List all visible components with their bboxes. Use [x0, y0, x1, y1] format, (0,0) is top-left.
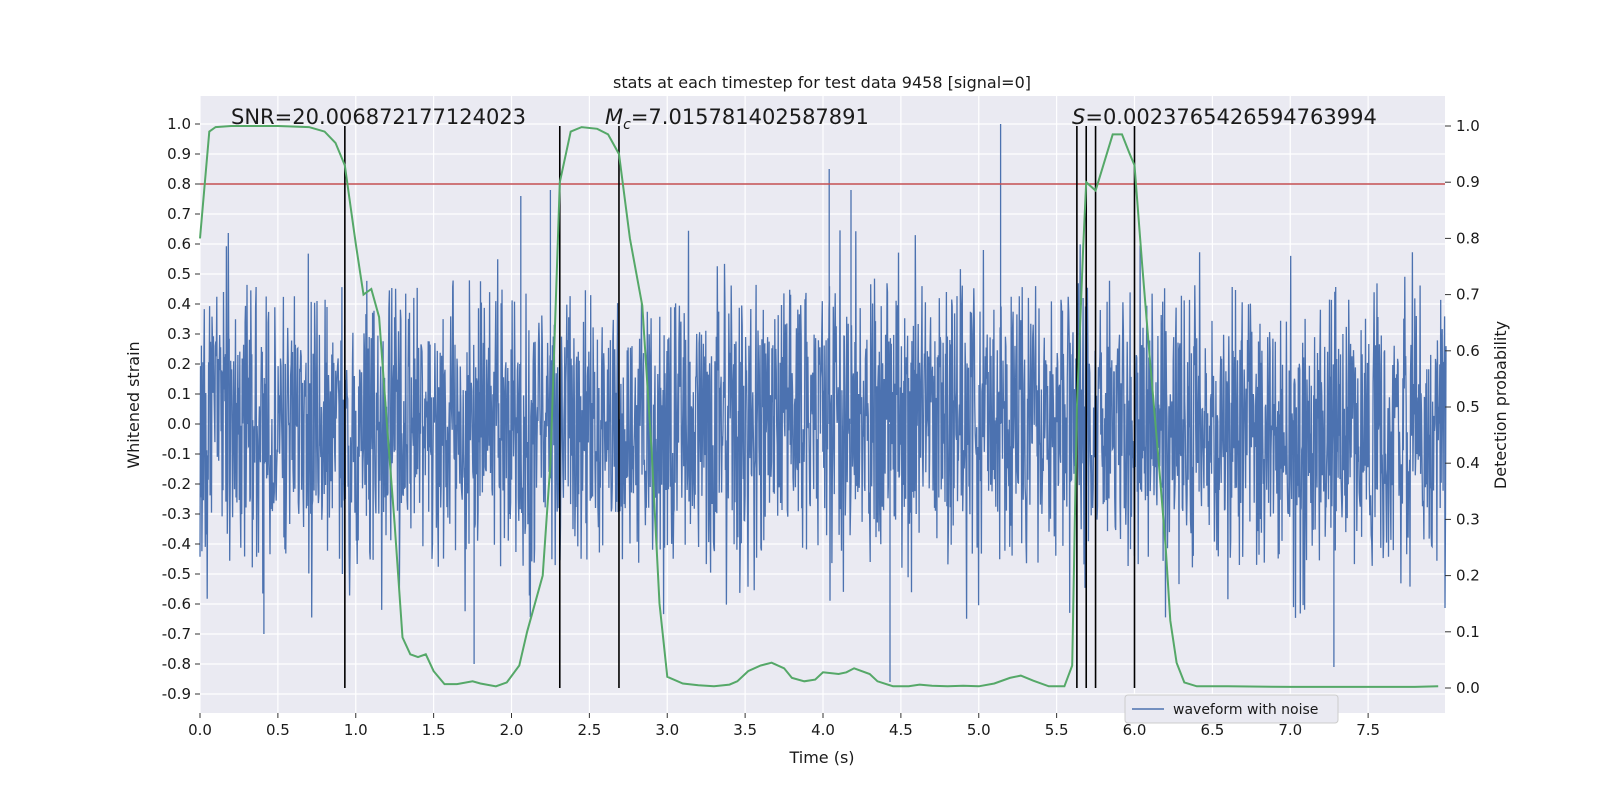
y-left-tick-label: 0.6	[167, 235, 191, 253]
s-annotation: S=0.0023765426594763994	[1072, 105, 1377, 129]
waveform-line	[199, 124, 1447, 682]
chirp-mass-annotation: Mc=7.015781402587891	[605, 105, 869, 133]
s-symbol: S	[1072, 105, 1085, 129]
y-axis-left-ticks: 1.0 0.9 0.8 0.7 0.6 0.5 0.4 0.3 0.2 0.1 0.0 -0.1 -0.…	[162, 115, 200, 703]
y-right-tick-label: 0.5	[1456, 398, 1480, 416]
y-axis-left-label: Whitened strain	[124, 341, 143, 468]
y-left-tick-label: 0.1	[167, 385, 191, 403]
x-tick-label: 4.5	[889, 721, 913, 739]
y-left-tick-label: 0.3	[167, 325, 191, 343]
x-axis-ticks: 0.0 0.5 1.0 1.5 2.0 2.5 3.0 3.5 4.0 4.5 5.0 5.5 6.0 6…	[188, 713, 1380, 739]
probability-series	[199, 125, 1439, 688]
y-left-tick-label: -0.6	[162, 595, 191, 613]
chirp-mass-symbol: M	[605, 105, 623, 129]
x-tick-label: 2.0	[500, 721, 524, 739]
y-right-tick-label: 0.3	[1456, 510, 1480, 528]
x-tick-label: 0.0	[188, 721, 212, 739]
y-left-tick-label: -0.3	[162, 505, 191, 523]
y-right-tick-label: 1.0	[1456, 117, 1480, 135]
y-left-tick-label: -0.2	[162, 475, 191, 493]
x-tick-label: 6.5	[1200, 721, 1224, 739]
x-tick-label: 4.0	[811, 721, 835, 739]
probability-line	[199, 125, 1439, 688]
y-left-tick-label: -0.5	[162, 565, 191, 583]
y-right-tick-label: 0.7	[1456, 286, 1480, 304]
y-left-tick-label: 0.2	[167, 355, 191, 373]
x-tick-label: 7.5	[1356, 721, 1380, 739]
x-tick-label: 7.0	[1278, 721, 1302, 739]
x-tick-label: 2.5	[577, 721, 601, 739]
legend-label: waveform with noise	[1173, 702, 1318, 718]
y-left-tick-label: -0.8	[162, 655, 191, 673]
x-tick-label: 0.5	[266, 721, 290, 739]
s-value: =0.0023765426594763994	[1085, 105, 1377, 129]
y-left-tick-label: -0.7	[162, 625, 191, 643]
legend-box	[1124, 694, 1339, 724]
y-right-tick-label: 0.8	[1456, 229, 1480, 247]
x-tick-label: 5.5	[1045, 721, 1069, 739]
y-right-tick-label: 0.9	[1456, 173, 1480, 191]
y-left-tick-label: -0.9	[162, 685, 191, 703]
x-tick-label: 1.0	[344, 721, 368, 739]
chirp-mass-value: =7.015781402587891	[631, 105, 869, 129]
x-tick-label: 3.0	[655, 721, 679, 739]
waveform-series	[199, 124, 1447, 682]
y-right-tick-label: 0.1	[1456, 623, 1480, 641]
x-tick-label: 1.5	[422, 721, 446, 739]
y-left-tick-label: 0.9	[167, 145, 191, 163]
x-tick-label: 6.0	[1123, 721, 1147, 739]
y-left-tick-label: 0.7	[167, 205, 191, 223]
y-right-tick-label: 0.4	[1456, 454, 1480, 472]
y-right-tick-label: 0.0	[1456, 679, 1480, 697]
y-right-tick-label: 0.2	[1456, 567, 1480, 585]
x-tick-label: 5.0	[967, 721, 991, 739]
y-left-tick-label: -0.4	[162, 535, 191, 553]
y-left-tick-label: 0.4	[167, 295, 191, 313]
snr-annotation: SNR=20.006872177124023	[231, 105, 526, 129]
x-tick-label: 3.5	[733, 721, 757, 739]
y-left-tick-label: 0.0	[167, 415, 191, 433]
y-right-tick-label: 0.6	[1456, 342, 1480, 360]
y-left-tick-label: 0.8	[167, 175, 191, 193]
y-left-tick-label: 1.0	[167, 115, 191, 133]
legend: waveform with noise	[1124, 694, 1339, 724]
y-left-tick-label: 0.5	[167, 265, 191, 283]
chart-title: stats at each timestep for test data 945…	[613, 73, 1031, 92]
y-axis-right-ticks: 1.0 0.9 0.8 0.7 0.6 0.5 0.4 0.3 0.2 0.1 0.0	[1445, 117, 1480, 697]
y-axis-right-label: Detection probability	[1491, 321, 1510, 489]
chirp-mass-subscript: c	[623, 117, 631, 133]
y-left-tick-label: -0.1	[162, 445, 191, 463]
x-axis-label: Time (s)	[788, 748, 854, 767]
